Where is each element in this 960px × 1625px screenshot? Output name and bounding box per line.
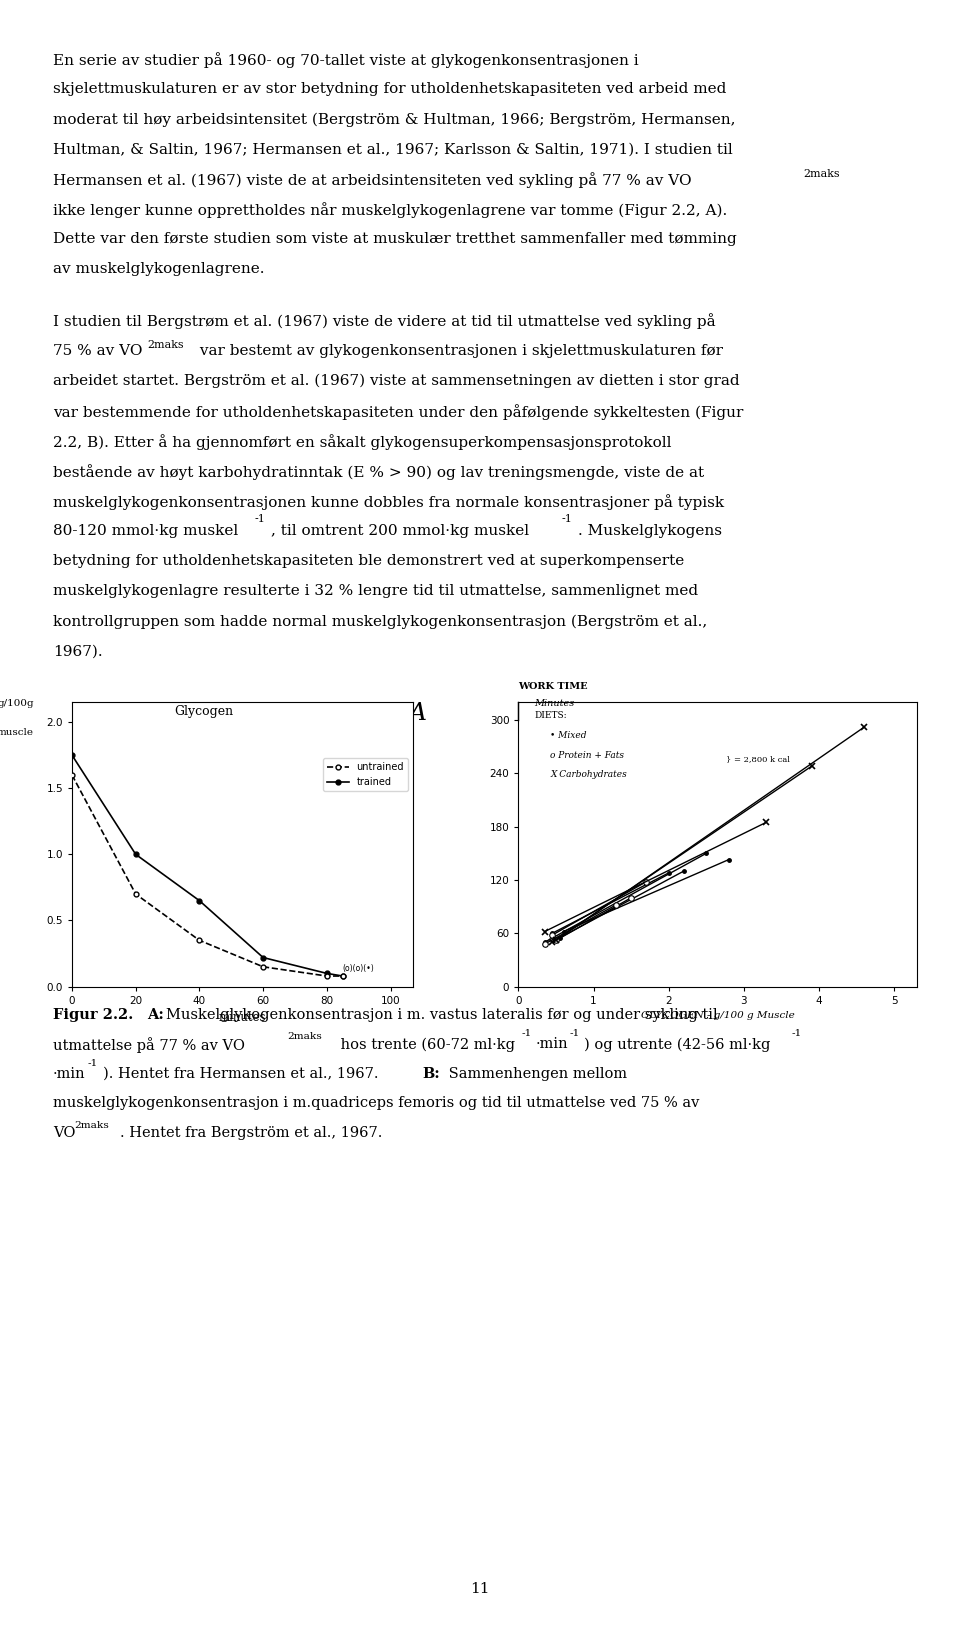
Text: 2maks: 2maks — [804, 169, 840, 179]
Legend: untrained, trained: untrained, trained — [324, 759, 408, 791]
Text: g/100g: g/100g — [0, 699, 34, 708]
Text: muskelglykogenkonsentrasjonen kunne dobbles fra normale konsentrasjoner på typis: muskelglykogenkonsentrasjonen kunne dobb… — [53, 494, 724, 510]
Text: 75 % av VO: 75 % av VO — [53, 343, 142, 358]
Text: Glycogen: Glycogen — [175, 705, 233, 718]
Text: -1: -1 — [792, 1029, 803, 1038]
Text: 80-120 mmol·kg muskel: 80-120 mmol·kg muskel — [53, 523, 238, 538]
Text: utmattelse på 77 % av VO: utmattelse på 77 % av VO — [53, 1037, 245, 1053]
Text: 2.2, B). Etter å ha gjennomført en såkalt glykogensuperkompensasjonsprotokoll: 2.2, B). Etter å ha gjennomført en såkal… — [53, 434, 671, 450]
Text: skjelettmuskulaturen er av stor betydning for utholdenhetskapasiteten ved arbeid: skjelettmuskulaturen er av stor betydnin… — [53, 81, 726, 96]
Text: var bestemmende for utholdenhetskapasiteten under den påfølgende sykkeltesten (F: var bestemmende for utholdenhetskapasite… — [53, 403, 743, 419]
Text: kontrollgruppen som hadde normal muskelglykogenkonsentrasjon (Bergström et al.,: kontrollgruppen som hadde normal muskelg… — [53, 614, 708, 629]
Text: WORK TIME: WORK TIME — [518, 682, 588, 691]
Text: Figur 2.2.: Figur 2.2. — [53, 1008, 138, 1022]
Text: ·min: ·min — [536, 1037, 568, 1051]
Text: -1: -1 — [569, 1029, 580, 1038]
Text: bestående av høyt karbohydratinntak (E % > 90) og lav treningsmengde, viste de a: bestående av høyt karbohydratinntak (E %… — [53, 463, 704, 479]
Text: Dette var den første studien som viste at muskulær tretthet sammenfaller med tøm: Dette var den første studien som viste a… — [53, 232, 736, 247]
Text: 1967).: 1967). — [53, 644, 103, 658]
Text: , til omtrent 200 mmol·kg muskel: , til omtrent 200 mmol·kg muskel — [271, 523, 529, 538]
Text: 2maks: 2maks — [287, 1032, 322, 1042]
Text: . Muskelglykogens: . Muskelglykogens — [578, 523, 722, 538]
Text: ikke lenger kunne opprettholdes når muskelglykogenlagrene var tomme (Figur 2.2, : ikke lenger kunne opprettholdes når musk… — [53, 202, 727, 218]
Text: X Carbohydrates: X Carbohydrates — [550, 770, 627, 780]
Text: . Hentet fra Bergström et al., 1967.: . Hentet fra Bergström et al., 1967. — [120, 1126, 382, 1139]
Text: Hultman, & Saltin, 1967; Hermansen et al., 1967; Karlsson & Saltin, 1971). I stu: Hultman, & Saltin, 1967; Hermansen et al… — [53, 141, 732, 156]
Text: av muskelglykogenlagrene.: av muskelglykogenlagrene. — [53, 262, 264, 276]
Text: VO: VO — [53, 1126, 75, 1139]
Text: 11: 11 — [470, 1583, 490, 1596]
Text: -1: -1 — [87, 1058, 98, 1068]
Text: B:: B: — [422, 1066, 440, 1081]
Text: betydning for utholdenhetskapasiteten ble demonstrert ved at superkompenserte: betydning for utholdenhetskapasiteten bl… — [53, 554, 684, 569]
Text: ) og utrente (42-56 ml·kg: ) og utrente (42-56 ml·kg — [584, 1037, 770, 1051]
Text: • Mixed: • Mixed — [550, 731, 587, 739]
Text: Hermansen et al. (1967) viste de at arbeidsintensiteten ved sykling på 77 % av V: Hermansen et al. (1967) viste de at arbe… — [53, 172, 691, 188]
Text: muscle: muscle — [0, 728, 34, 736]
Text: 2maks: 2maks — [147, 340, 183, 351]
Text: -1: -1 — [562, 514, 572, 525]
Text: } = 2,800 k cal: } = 2,800 k cal — [726, 756, 789, 764]
X-axis label: minutes: minutes — [219, 1011, 266, 1024]
Text: Muskelglykogenkonsentrasjon i m. vastus lateralis før og under sykling til: Muskelglykogenkonsentrasjon i m. vastus … — [166, 1008, 718, 1022]
Text: A:: A: — [147, 1008, 164, 1022]
Text: En serie av studier på 1960- og 70-tallet viste at glykogenkonsentrasjonen i: En serie av studier på 1960- og 70-talle… — [53, 52, 638, 68]
Text: -1: -1 — [254, 514, 265, 525]
Text: ). Hentet fra Hermansen et al., 1967.: ). Hentet fra Hermansen et al., 1967. — [103, 1066, 383, 1081]
Text: hos trente (60-72 ml·kg: hos trente (60-72 ml·kg — [336, 1037, 515, 1051]
Text: (o)(o)(•): (o)(o)(•) — [343, 964, 374, 973]
Text: muskelglykogenkonsentrasjon i m.quadriceps femoris og tid til utmattelse ved 75 : muskelglykogenkonsentrasjon i m.quadrice… — [53, 1097, 699, 1110]
Text: -1: -1 — [521, 1029, 532, 1038]
Text: DIETS:: DIETS: — [535, 710, 567, 720]
Text: I studien til Bergstrøm et al. (1967) viste de videre at tid til utmattelse ved : I studien til Bergstrøm et al. (1967) vi… — [53, 314, 715, 330]
Text: ·min: ·min — [53, 1066, 85, 1081]
Text: arbeidet startet. Bergström et al. (1967) viste at sammensetningen av dietten i : arbeidet startet. Bergström et al. (1967… — [53, 374, 739, 388]
Text: B: B — [898, 702, 917, 725]
X-axis label: GLYCOGEN - g/100 g Muscle: GLYCOGEN - g/100 g Muscle — [640, 1011, 795, 1020]
Text: Minutes: Minutes — [535, 699, 575, 708]
Text: o Protein + Fats: o Protein + Fats — [550, 751, 624, 759]
Text: muskelglykogenlagre resulterte i 32 % lengre tid til utmattelse, sammenlignet me: muskelglykogenlagre resulterte i 32 % le… — [53, 583, 698, 598]
Text: var bestemt av glykogenkonsentrasjonen i skjelettmuskulaturen før: var bestemt av glykogenkonsentrasjonen i… — [195, 343, 723, 358]
Text: 2maks: 2maks — [74, 1121, 108, 1129]
Text: moderat til høy arbeidsintensitet (Bergström & Hultman, 1966; Bergström, Hermans: moderat til høy arbeidsintensitet (Bergs… — [53, 112, 735, 127]
Text: Sammenhengen mellom: Sammenhengen mellom — [444, 1066, 627, 1081]
Text: A: A — [409, 702, 426, 725]
